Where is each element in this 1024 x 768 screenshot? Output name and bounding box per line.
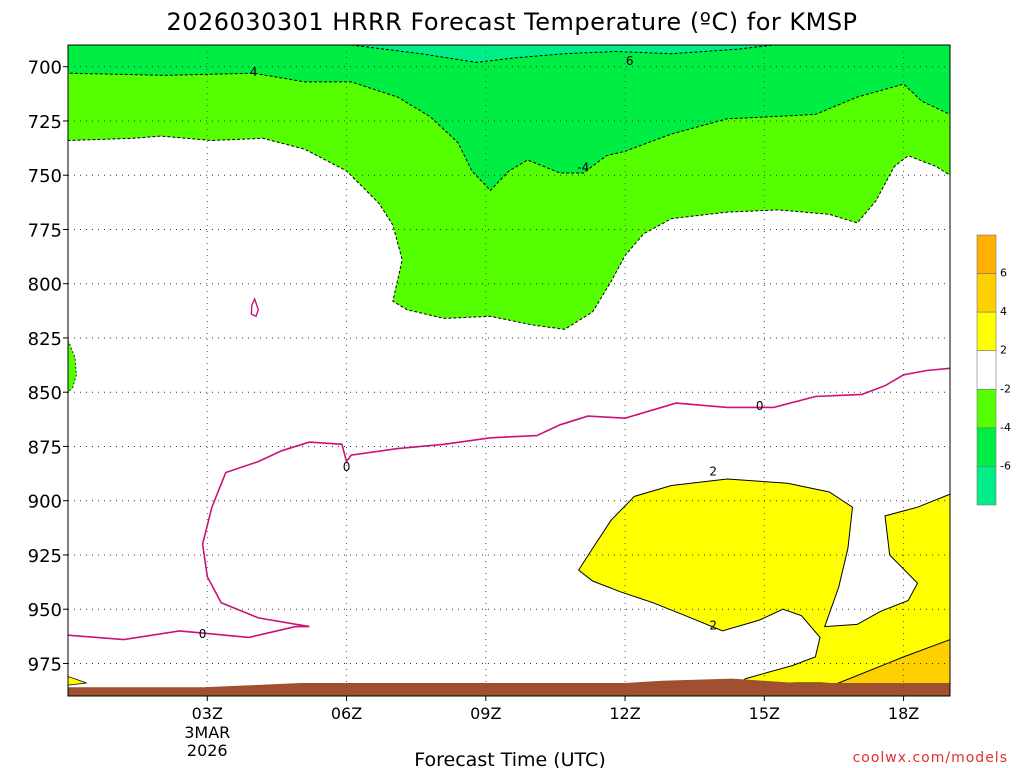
y-tick-label: 975	[28, 654, 62, 675]
contour-label: 2	[709, 618, 717, 632]
y-tick-label: 825	[28, 329, 62, 350]
zero-isotherm	[68, 367, 950, 641]
contour-label: 4	[250, 65, 258, 79]
y-tick-label: 950	[28, 600, 62, 621]
y-tick-label: 775	[28, 220, 62, 241]
y-tick-label: 750	[28, 166, 62, 187]
y-tick-label: 800	[28, 275, 62, 296]
colorbar-swatch	[976, 350, 997, 390]
x-tick-label: 12Z	[609, 704, 640, 723]
plot-frame	[67, 44, 951, 697]
colorbar-swatch	[976, 427, 997, 467]
x-tick-label: 03Z	[192, 704, 223, 723]
colorbar-swatch	[976, 466, 997, 506]
x-tick-sublabel: 2026	[187, 741, 228, 760]
contour-fill-left-patch	[68, 339, 77, 393]
credit-text[interactable]: coolwx.com/models	[852, 750, 1008, 766]
zero-isotherm-closed	[250, 296, 260, 318]
colorbar-label: 6	[1000, 267, 1007, 280]
colorbar-swatch	[976, 311, 997, 352]
colorbar-swatch	[976, 273, 997, 313]
contour-fill-left-sliver	[68, 676, 87, 686]
x-tick-label: 06Z	[331, 704, 362, 723]
colorbar-label: 4	[1000, 305, 1007, 318]
x-tick-sublabel: 3MAR	[184, 723, 230, 742]
grid	[68, 45, 950, 696]
contour-fill-plus2	[577, 478, 950, 696]
contour-label: 0	[343, 460, 351, 474]
y-tick-label: 875	[28, 437, 62, 458]
contour-label: 6	[626, 54, 634, 68]
x-tick-label: 18Z	[888, 704, 919, 723]
y-tick-label: 850	[28, 383, 62, 404]
colorbar-label: -2	[1000, 382, 1011, 395]
contour-fills	[68, 45, 950, 696]
terrain-fill	[68, 678, 950, 696]
x-axis-label: Forecast Time (UTC)	[414, 749, 605, 768]
y-tick-label: 925	[28, 546, 62, 567]
y-tick-label: 700	[28, 58, 62, 79]
colorbar-label: -4	[1000, 421, 1011, 434]
contour-label: 0	[199, 627, 207, 641]
y-tick-label: 725	[28, 112, 62, 133]
x-tick-label: 09Z	[470, 704, 501, 723]
contour-label: 0	[756, 399, 764, 413]
colorbar-label: -6	[1000, 459, 1011, 472]
chart-title: 2026030301 HRRR Forecast Temperature (ºC…	[166, 8, 857, 36]
x-tick-label: 15Z	[749, 704, 780, 723]
colorbar-swatch	[976, 234, 997, 274]
contour-label: -4	[577, 161, 589, 175]
contour-label: 2	[709, 464, 717, 478]
colorbar-swatch	[976, 388, 997, 429]
colorbar-label: 2	[1000, 344, 1007, 357]
contour-fill-minus4	[68, 45, 950, 192]
contour-fill-minus6	[351, 45, 774, 63]
y-tick-label: 900	[28, 492, 62, 513]
